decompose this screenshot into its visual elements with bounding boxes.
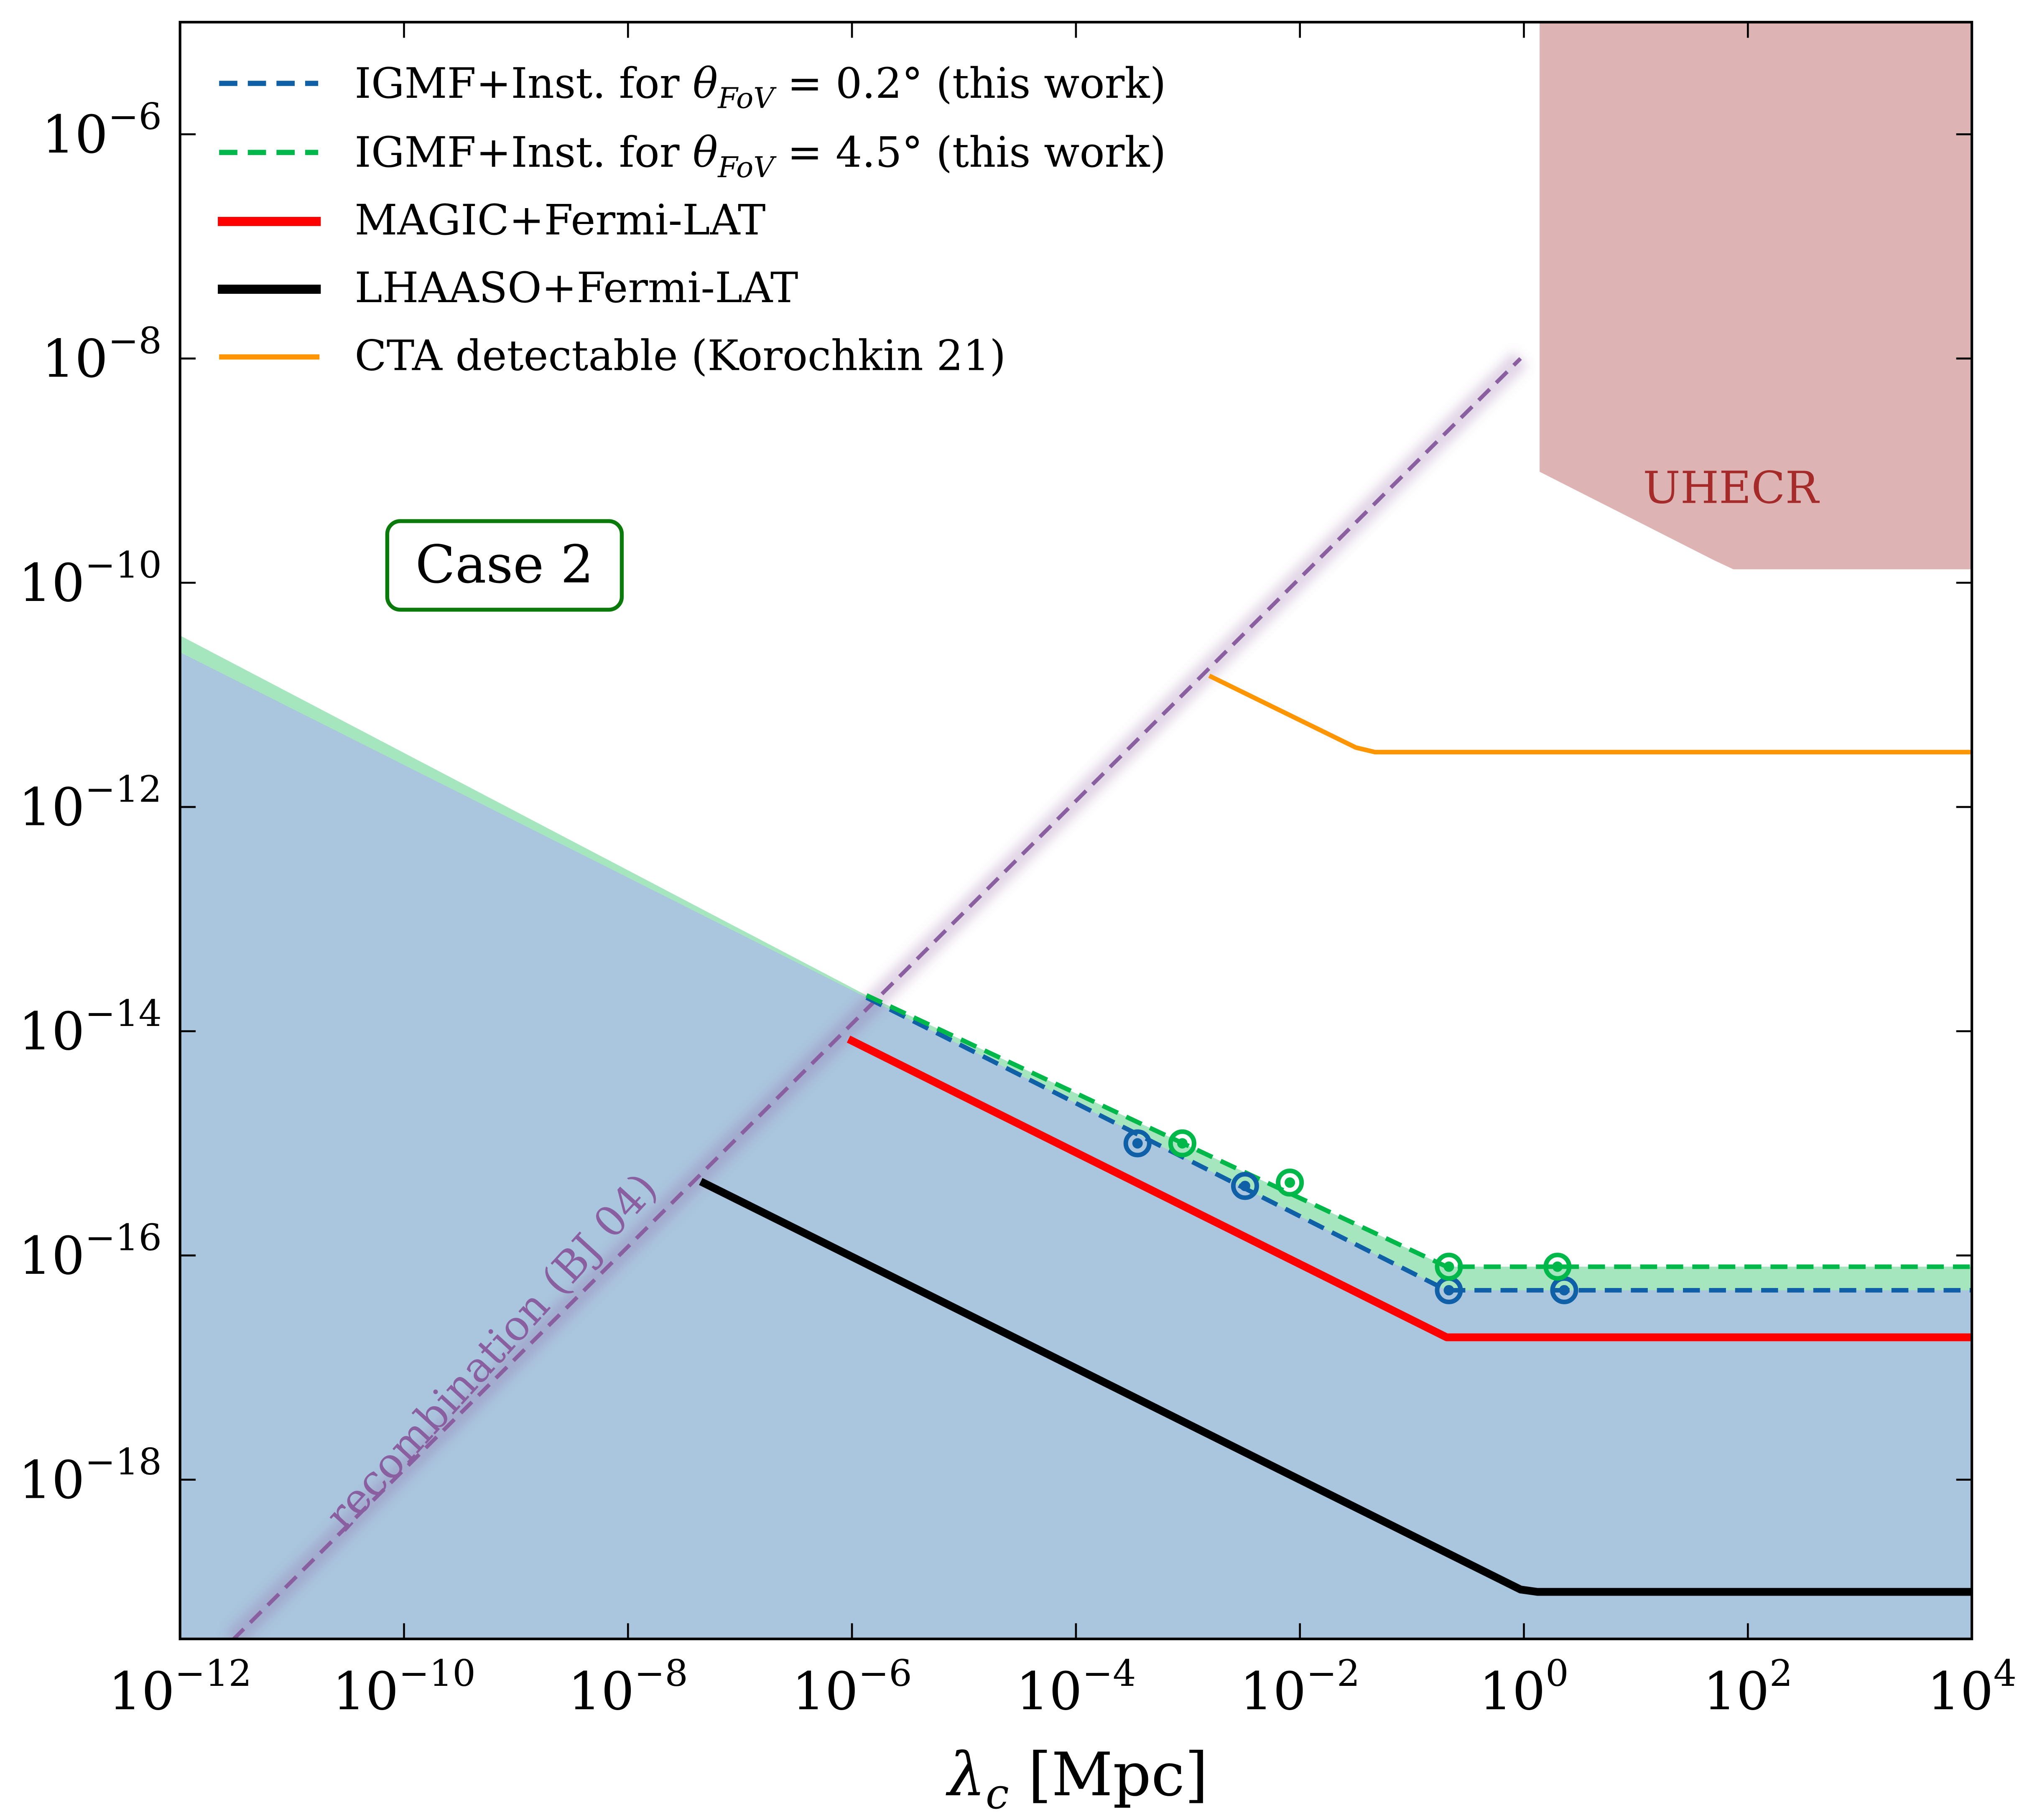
series-lines xyxy=(225,351,1972,1639)
y-tick-label: 10−14 xyxy=(18,992,162,1062)
y-tick-label: 10−12 xyxy=(18,768,162,838)
recombination-line xyxy=(231,357,1522,1639)
y-tick-label: 10−6 xyxy=(42,95,162,165)
legend-item: LHAASO+Fermi-LAT xyxy=(218,263,798,312)
blue-marker-dot xyxy=(1239,1181,1250,1191)
y-tick-label: 10−8 xyxy=(42,319,162,389)
x-tick-label: 10−10 xyxy=(332,1652,476,1722)
case-annotation: Case 2 xyxy=(385,519,624,612)
case-box xyxy=(385,519,624,612)
fill-regions xyxy=(180,22,1972,1639)
green-marker-dot xyxy=(1443,1261,1454,1272)
uhecr-region xyxy=(1540,22,1972,570)
y-tick-label: 10−18 xyxy=(18,1441,162,1510)
lhaaso-fermi-line xyxy=(699,1178,1972,1596)
case-label: Case 2 xyxy=(416,534,594,595)
legend-label-igmf-45: IGMF+Inst. for θFoV = 4.5° (this work) xyxy=(354,128,1166,184)
x-tick-label: 102 xyxy=(1703,1652,1792,1722)
legend-item: IGMF+Inst. for θFoV = 4.5° (this work) xyxy=(219,128,1166,184)
excluded-region xyxy=(180,652,1972,1639)
cta-line xyxy=(1208,674,1972,755)
legend: IGMF+Inst. for θFoV = 0.2° (this work) I… xyxy=(218,59,1166,380)
green-marker-ring xyxy=(1168,1129,1196,1158)
data-markers xyxy=(1123,1129,1578,1304)
blue-marker-dot xyxy=(1132,1138,1143,1149)
x-tick-label: 10−8 xyxy=(568,1652,688,1722)
y-tick-label: 10−16 xyxy=(18,1217,162,1286)
x-tick-label: 104 xyxy=(1927,1652,2017,1722)
green-marker-dot xyxy=(1177,1138,1188,1149)
uhecr-label: UHECR xyxy=(1643,462,1820,513)
x-tick-label: 10−6 xyxy=(792,1652,912,1722)
legend-label-igmf-02: IGMF+Inst. for θFoV = 0.2° (this work) xyxy=(354,59,1166,115)
legend-item: CTA detectable (Korochkin 21) xyxy=(219,331,1006,380)
legend-label-lhaaso: LHAASO+Fermi-LAT xyxy=(354,263,798,312)
x-axis-label: λc [Mpc] xyxy=(946,1740,1208,1818)
x-tick-label: 10−4 xyxy=(1016,1652,1136,1722)
legend-item: MAGIC+Fermi-LAT xyxy=(218,196,766,244)
blue-marker-dot xyxy=(1443,1285,1454,1296)
legend-label-cta: CTA detectable (Korochkin 21) xyxy=(354,331,1006,380)
green-marker-ring xyxy=(1543,1252,1572,1281)
y-tick-label: 10−10 xyxy=(18,544,162,613)
green-marker-ring xyxy=(1276,1168,1304,1197)
legend-label-magic: MAGIC+Fermi-LAT xyxy=(354,196,765,244)
legend-item: IGMF+Inst. for θFoV = 0.2° (this work) xyxy=(219,59,1166,115)
axis-ticks: 10−12 10−10 10−8 10−6 10−4 10−2 100 102 104 10−6 1… xyxy=(18,22,2017,1722)
igmf-02-line xyxy=(865,995,1972,1293)
magic-fermi-line xyxy=(846,1036,1972,1341)
blue-marker-ring xyxy=(1231,1172,1259,1200)
blue-marker-dot xyxy=(1559,1285,1570,1296)
green-marker-dot xyxy=(1552,1261,1563,1272)
green-marker-dot xyxy=(1285,1177,1295,1188)
x-tick-label: 100 xyxy=(1479,1652,1568,1722)
x-tick-label: 10−2 xyxy=(1240,1652,1360,1722)
green-marker-ring xyxy=(1435,1252,1463,1281)
blue-marker-ring xyxy=(1123,1129,1152,1158)
x-tick-label: 10−12 xyxy=(108,1652,252,1722)
